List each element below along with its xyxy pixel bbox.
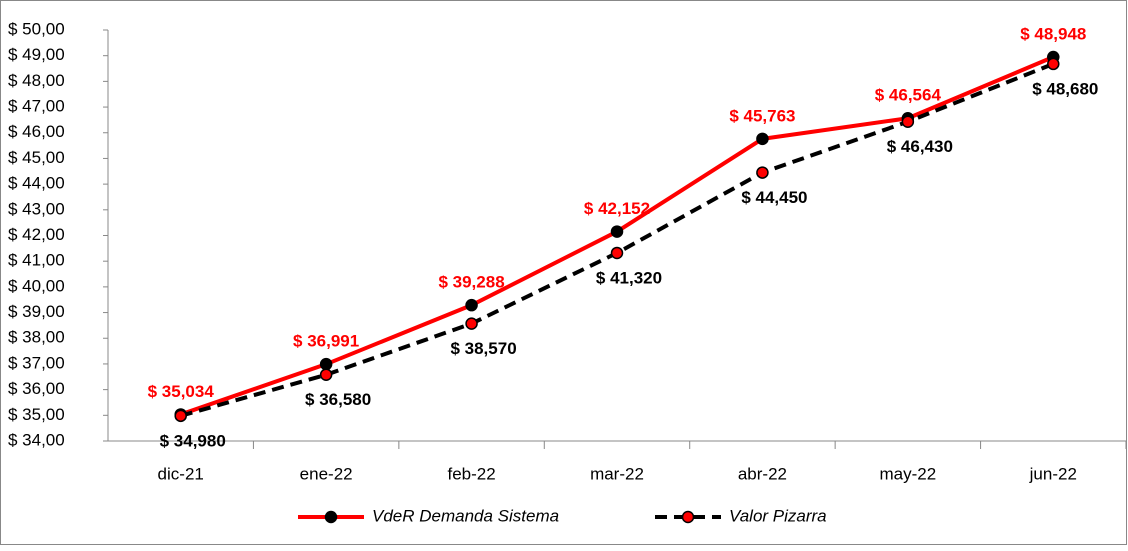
y-tick-label: $ 49,00 <box>8 45 65 64</box>
y-tick-label: $ 47,00 <box>8 97 65 116</box>
data-label: $ 42,152 <box>584 199 650 218</box>
y-tick-label: $ 34,00 <box>8 430 65 449</box>
data-label: $ 36,991 <box>293 332 359 351</box>
x-tick-label: mar-22 <box>590 464 644 483</box>
data-label: $ 39,288 <box>438 273 504 292</box>
x-tick-label: may-22 <box>880 464 937 483</box>
point <box>174 409 187 423</box>
data-label: $ 36,580 <box>305 390 371 409</box>
y-tick-label: $ 46,00 <box>8 122 65 141</box>
y-tick-label: $ 44,00 <box>8 174 65 193</box>
data-label: $ 35,034 <box>148 382 215 401</box>
x-tick-label: jun-22 <box>1029 464 1077 483</box>
data-label: $ 48,680 <box>1032 79 1098 98</box>
legend-marker <box>681 510 695 524</box>
x-tick-label: feb-22 <box>447 464 495 483</box>
point <box>756 166 769 179</box>
y-tick-label: $ 48,00 <box>8 71 65 90</box>
point <box>1047 57 1060 71</box>
data-label: $ 38,570 <box>450 339 516 358</box>
y-tick-label: $ 36,00 <box>8 379 65 398</box>
y-tick-label: $ 38,00 <box>8 328 65 347</box>
x-tick-label: dic-21 <box>158 464 204 483</box>
point <box>756 132 769 146</box>
y-tick-label: $ 45,00 <box>8 148 65 167</box>
y-tick-label: $ 43,00 <box>8 199 65 218</box>
data-label: $ 44,450 <box>741 188 807 207</box>
legend-label: VdeR Demanda Sistema <box>372 506 559 525</box>
data-label: $ 34,980 <box>160 431 226 450</box>
data-label: $ 45,763 <box>729 106 795 125</box>
legend-marker <box>324 510 338 524</box>
y-tick-label: $ 40,00 <box>8 276 65 295</box>
data-label: $ 41,320 <box>596 268 662 287</box>
point <box>465 317 478 330</box>
y-tick-label: $ 41,00 <box>8 251 65 270</box>
point <box>610 246 624 260</box>
y-tick-label: $ 42,00 <box>8 225 65 244</box>
data-label: $ 48,948 <box>1020 25 1086 44</box>
y-tick-label: $ 35,00 <box>8 405 65 424</box>
y-tick-label: $ 39,00 <box>8 302 65 321</box>
point <box>319 368 333 381</box>
point <box>901 115 915 128</box>
y-tick-label: $ 50,00 <box>8 19 65 38</box>
data-label: $ 46,564 <box>875 86 942 105</box>
x-tick-label: ene-22 <box>300 464 353 483</box>
point <box>319 357 333 371</box>
y-tick-label: $ 37,00 <box>8 353 65 372</box>
x-tick-label: abr-22 <box>738 464 787 483</box>
point <box>465 298 478 312</box>
data-label: $ 46,430 <box>887 137 953 156</box>
legend-label: Valor Pizarra <box>729 506 827 525</box>
point <box>610 225 624 238</box>
